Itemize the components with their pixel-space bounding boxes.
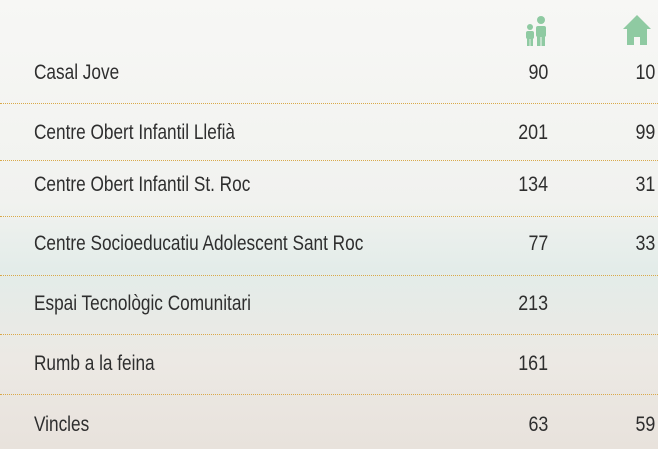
participants-count: 213: [518, 293, 548, 314]
row-label: Espai Tecnològic Comunitari: [34, 293, 251, 314]
row-label: Centre Socioeducatiu Adolescent Sant Roc: [34, 233, 363, 254]
row-separator: [0, 275, 658, 276]
table-panel: Casal Jove 90 10 Centre Obert Infantil Llef…: [0, 0, 658, 449]
families-count: 33: [635, 233, 655, 254]
participants-count: 63: [528, 414, 548, 435]
participants-count: 161: [518, 353, 548, 374]
row-label: Centre Obert Infantil St. Roc: [34, 174, 250, 195]
participants-count: 134: [518, 174, 548, 195]
row-label: Centre Obert Infantil Llefià: [34, 122, 235, 143]
families-count: 59: [635, 414, 655, 435]
participants-count: 77: [528, 233, 548, 254]
row-label: Vincles: [34, 414, 89, 435]
row-separator: [0, 103, 658, 104]
participants-count: 201: [518, 122, 548, 143]
families-count: 31: [635, 174, 655, 195]
home-icon: [623, 15, 651, 45]
people-icon: [526, 16, 546, 46]
families-count: 99: [635, 122, 655, 143]
participants-count: 90: [528, 62, 548, 83]
header-icons: [0, 0, 658, 60]
row-label: Casal Jove: [34, 62, 119, 83]
row-label: Rumb a la feina: [34, 353, 155, 374]
row-separator: [0, 334, 658, 335]
row-separator: [0, 216, 658, 217]
row-separator: [0, 160, 658, 161]
families-count: 10: [635, 62, 655, 83]
row-separator: [0, 394, 658, 395]
